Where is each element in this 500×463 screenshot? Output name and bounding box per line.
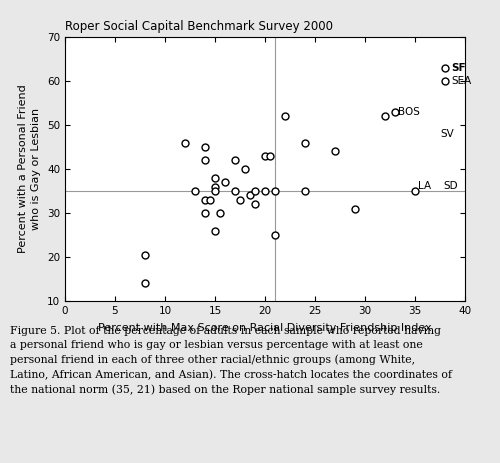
- Point: [246, 192, 254, 199]
- Point: [231, 187, 239, 194]
- Point: [301, 187, 309, 194]
- Point: [411, 187, 419, 194]
- Point: [351, 205, 359, 212]
- Point: [211, 174, 219, 181]
- Point: [201, 144, 209, 151]
- Point: [271, 187, 279, 194]
- Point: [206, 196, 214, 203]
- Text: SD: SD: [443, 181, 458, 191]
- Point: [201, 196, 209, 203]
- Text: SEA: SEA: [451, 76, 471, 86]
- Text: SV: SV: [440, 129, 454, 139]
- Point: [211, 183, 219, 190]
- Point: [301, 139, 309, 146]
- Point: [216, 209, 224, 217]
- X-axis label: Percent with Max Score on Racial Diversity Friendship Index: Percent with Max Score on Racial Diversi…: [98, 323, 432, 333]
- Point: [221, 179, 229, 186]
- Point: [271, 232, 279, 239]
- Point: [211, 227, 219, 234]
- Point: [381, 113, 389, 120]
- Point: [391, 108, 399, 116]
- Y-axis label: Percent with a Personal Friend
who is Gay or Lesbian: Percent with a Personal Friend who is Ga…: [18, 85, 42, 253]
- Text: Roper Social Capital Benchmark Survey 2000: Roper Social Capital Benchmark Survey 20…: [65, 20, 333, 33]
- Point: [251, 200, 259, 208]
- Point: [211, 187, 219, 194]
- Point: [191, 187, 199, 194]
- Point: [331, 148, 339, 155]
- Point: [141, 280, 149, 287]
- Point: [241, 165, 249, 173]
- Point: [141, 251, 149, 258]
- Point: [441, 77, 449, 85]
- Point: [236, 196, 244, 203]
- Text: BOS: BOS: [398, 107, 420, 117]
- Point: [261, 187, 269, 194]
- Point: [281, 113, 289, 120]
- Text: SF: SF: [451, 63, 466, 73]
- Point: [251, 187, 259, 194]
- Text: LA: LA: [418, 181, 431, 191]
- Text: Figure 5. Plot of the percentage of adults in each sample who reported having
a : Figure 5. Plot of the percentage of adul…: [10, 326, 452, 394]
- Point: [231, 156, 239, 164]
- Point: [201, 156, 209, 164]
- Point: [261, 152, 269, 159]
- Point: [201, 209, 209, 217]
- Point: [266, 152, 274, 159]
- Point: [181, 139, 189, 146]
- Point: [441, 64, 449, 72]
